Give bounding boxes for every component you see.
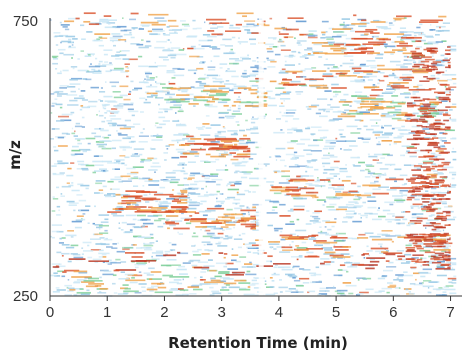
y-tick-label: 750 — [13, 13, 38, 30]
x-tick-label: 4 — [275, 304, 283, 321]
x-tick-label: 7 — [446, 304, 454, 321]
x-tick-label: 2 — [160, 304, 168, 321]
y-axis-label: m/z — [6, 140, 24, 170]
x-axis-label: Retention Time (min) — [168, 334, 348, 350]
axes: 0 1 2 3 4 5 6 7 — [46, 18, 462, 321]
x-tick-label: 1 — [103, 304, 111, 321]
gap-stripe — [258, 18, 264, 296]
x-tick-label: 6 — [389, 304, 397, 321]
heatmap-marks — [50, 12, 457, 297]
y-tick-label: 250 — [13, 288, 38, 305]
x-tick-label: 3 — [218, 304, 226, 321]
x-tick-label: 5 — [332, 304, 340, 321]
x-tick-label: 0 — [46, 304, 54, 321]
